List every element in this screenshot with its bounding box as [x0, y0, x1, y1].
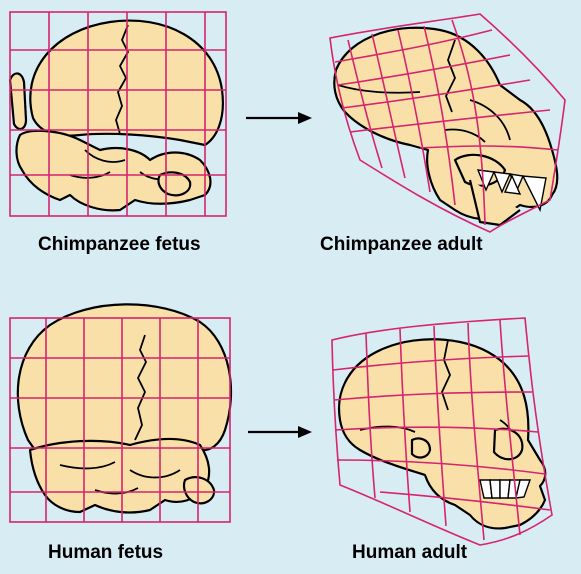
- human-adult-label: Human adult: [352, 542, 468, 563]
- chimp-adult-grid: [329, 13, 566, 233]
- arrow-top: [246, 112, 312, 124]
- chimp-fetus-skull: [8, 19, 224, 212]
- arrow-bottom: [248, 426, 312, 438]
- chimp-adult-teeth: [476, 169, 547, 213]
- human-fetus-skull: [16, 303, 233, 514]
- chimp-adult-skull: [333, 26, 559, 227]
- human-adult-grid: [331, 317, 553, 546]
- human-fetus-figure: Human fetus: [9, 303, 233, 563]
- chimp-fetus-grid: [9, 11, 227, 217]
- chimp-fetus-figure: Chimpanzee fetus: [8, 11, 227, 255]
- human-fetus-label: Human fetus: [48, 542, 163, 563]
- chimp-adult-label: Chimpanzee adult: [320, 234, 483, 255]
- chimp-adult-figure: Chimpanzee adult: [320, 13, 566, 255]
- human-adult-teeth: [479, 479, 531, 499]
- chimp-fetus-label: Chimpanzee fetus: [38, 234, 201, 255]
- human-adult-figure: Human adult: [331, 317, 553, 563]
- human-fetus-grid: [9, 317, 231, 523]
